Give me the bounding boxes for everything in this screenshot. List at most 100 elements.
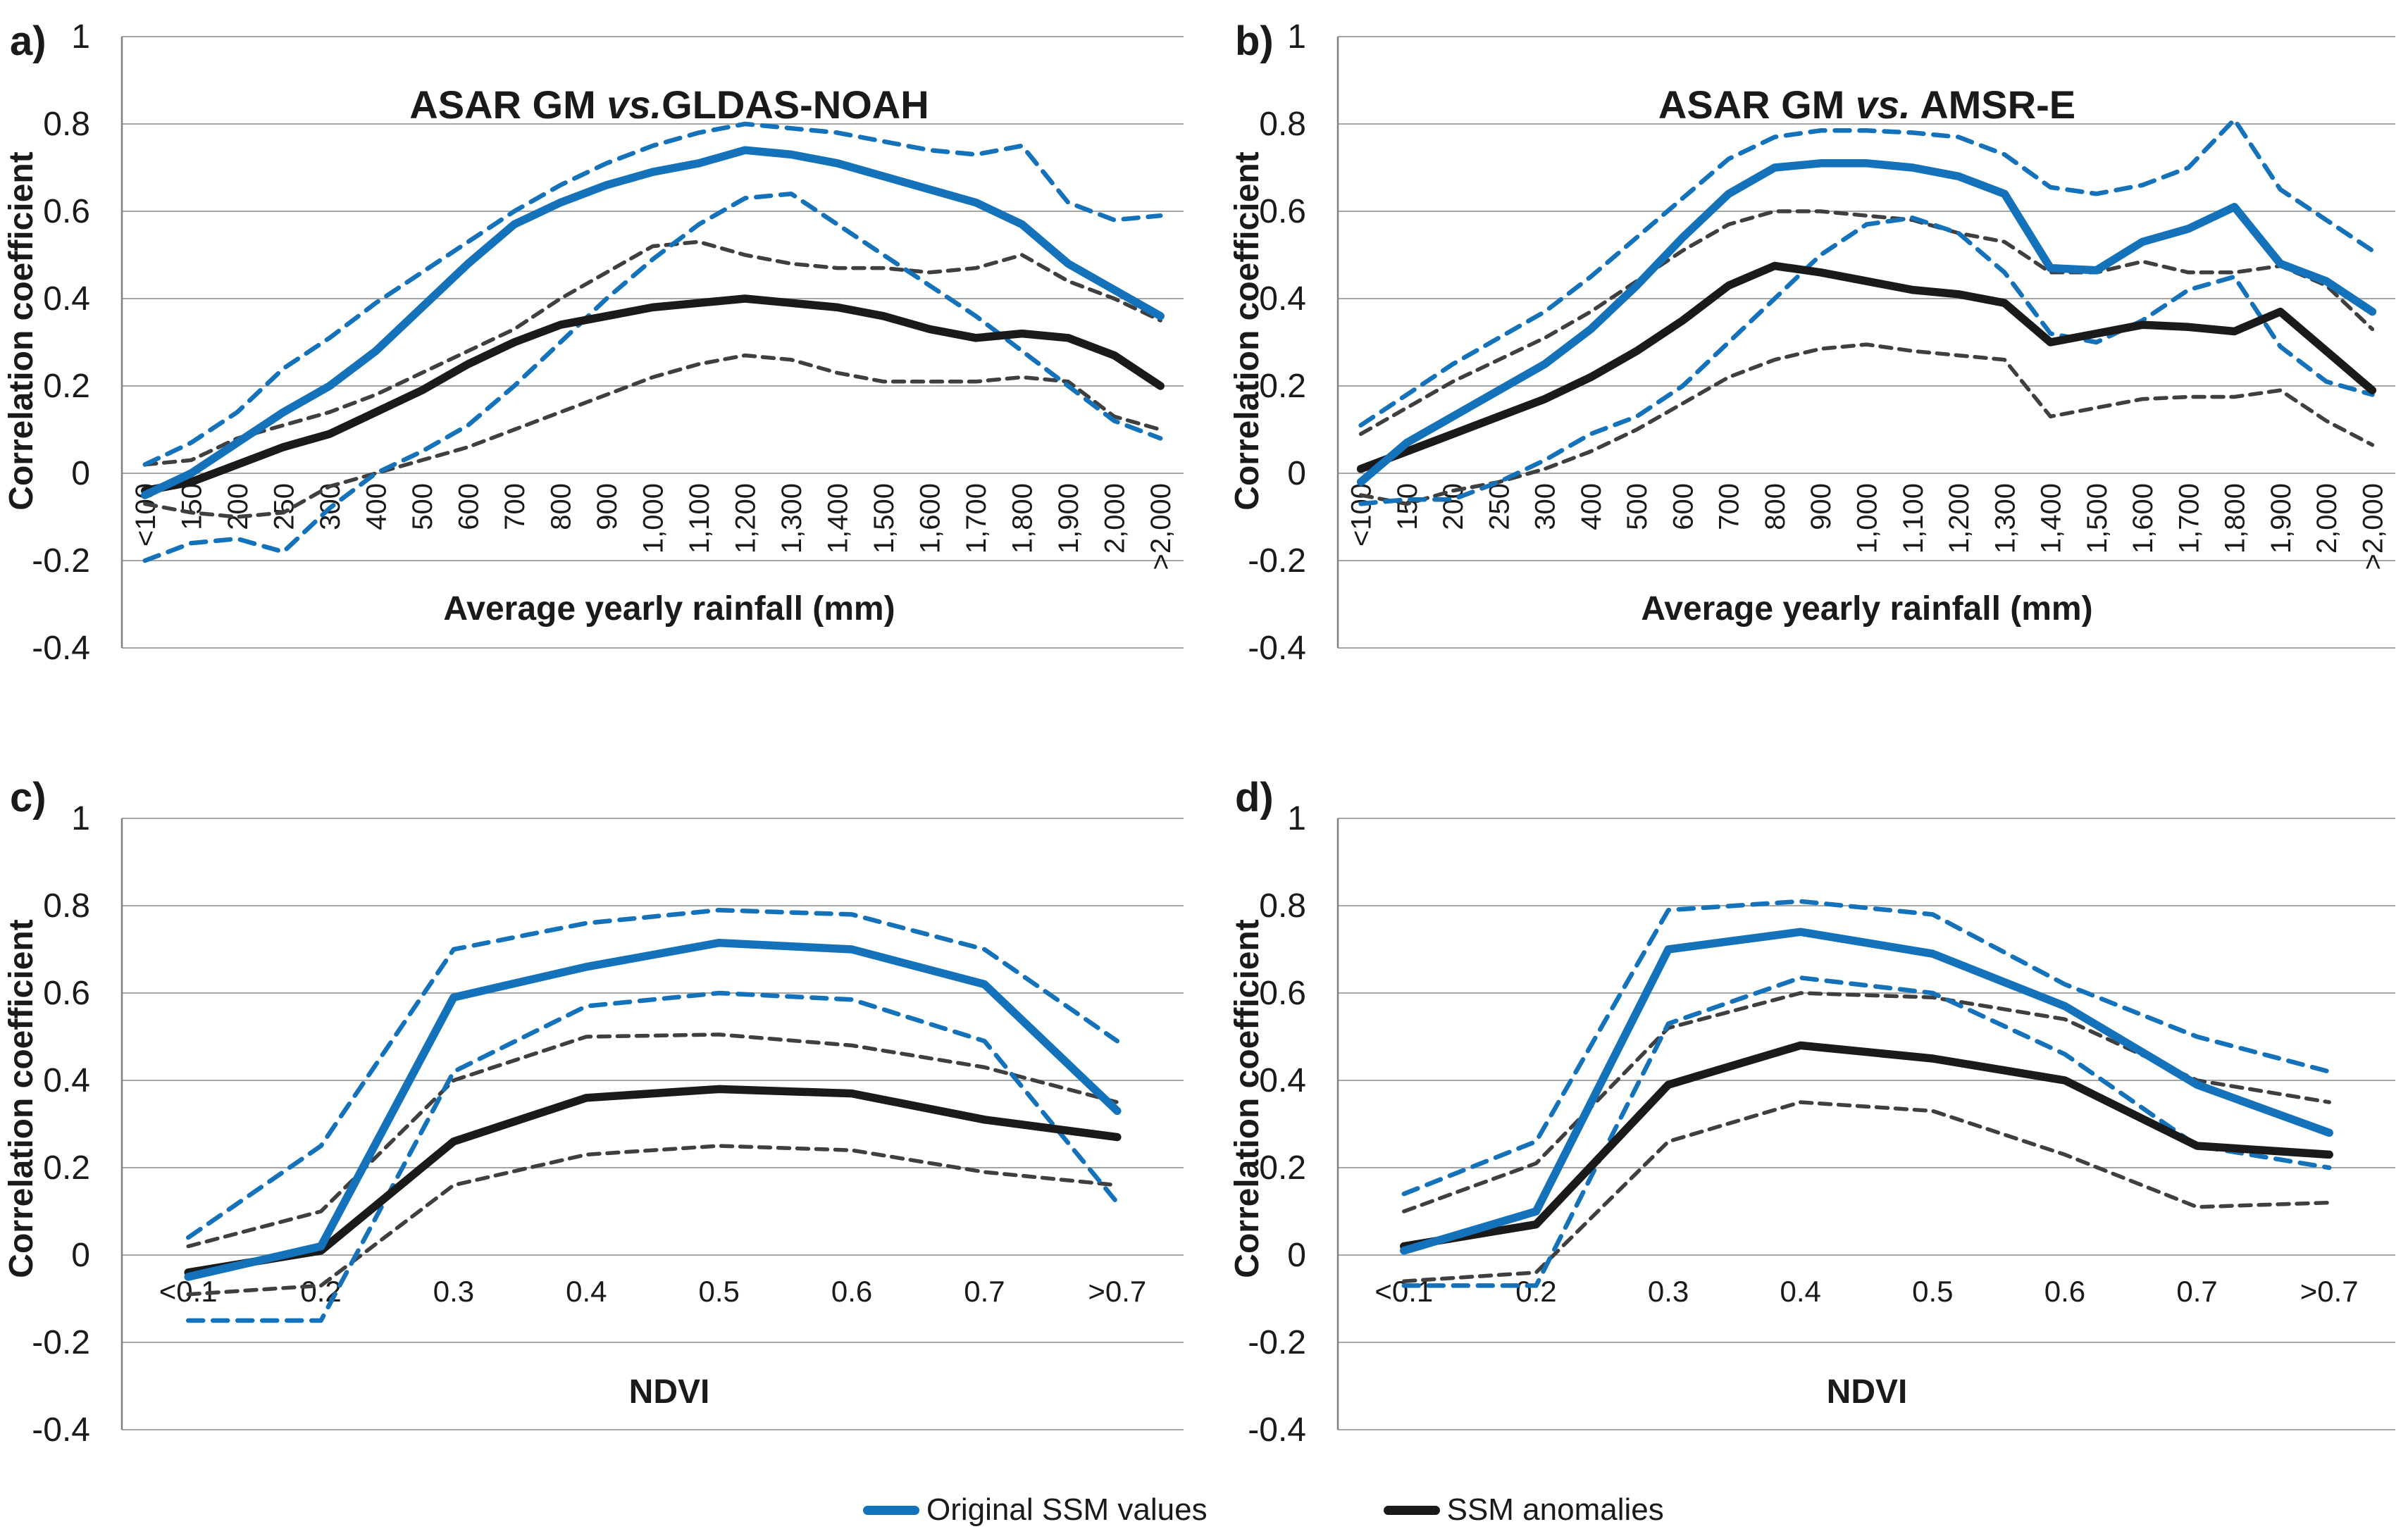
x-category-label: 600	[453, 483, 484, 530]
series-line-ssm-anomalies-lower-bound	[1358, 342, 2375, 506]
x-category-label: 1,200	[1944, 483, 1975, 554]
chart-title-part: vs.	[607, 82, 662, 127]
y-tick-label: 0	[1287, 1237, 1306, 1274]
chart-title-part: vs.	[1856, 82, 1911, 127]
x-category-label: 400	[361, 483, 392, 530]
x-category-label: 0.2	[1515, 1275, 1556, 1308]
y-tick-label: -0.2	[1248, 542, 1306, 580]
y-tick-label: 0.6	[43, 193, 90, 230]
series-line-original-ssm-values	[184, 938, 1122, 1281]
series-line-original-ssm-values-upper-bound	[1358, 117, 2375, 428]
chart-title: ASAR GM vs.GLDAS-NOAH	[409, 82, 929, 127]
y-tick-label: 0.8	[1259, 106, 1306, 143]
x-category-label: 1,500	[869, 483, 900, 554]
series-line-original-ssm-values-lower-bound	[185, 990, 1120, 1323]
x-category-label: 300	[1530, 483, 1561, 530]
x-category-label: >2,000	[2357, 483, 2388, 570]
x-category-label: <100	[1346, 483, 1377, 547]
legend-item-original-ssm: Original SSM values	[863, 1494, 1208, 1525]
y-tick-label: 0	[1287, 455, 1306, 492]
y-tick-label: 1	[1287, 18, 1306, 56]
x-category-label: >0.7	[2300, 1275, 2359, 1308]
x-category-label: 600	[1668, 483, 1699, 530]
x-category-label: 900	[592, 483, 623, 530]
series-line-original-ssm-values-lower-bound	[142, 191, 1163, 563]
x-category-label: 0.5	[1912, 1275, 1953, 1308]
x-category-label: 1,100	[684, 483, 715, 554]
y-tick-label: 0.2	[1259, 1149, 1306, 1187]
y-tick-label: 0.4	[43, 280, 90, 318]
chart-title-part: GLDAS-NOAH	[662, 82, 929, 127]
x-category-label: 0.6	[2044, 1275, 2085, 1308]
y-tick-label: 0.6	[1259, 975, 1306, 1012]
legend: Original SSM values SSM anomalies	[863, 1494, 1840, 1525]
x-category-label: 1,900	[1053, 483, 1084, 554]
x-category-label: 1,600	[2128, 483, 2159, 554]
x-category-label: 700	[1714, 483, 1745, 530]
series-line-original-ssm-values-upper-bound	[1401, 899, 2332, 1197]
original-ssm-line-swatch-icon	[863, 1505, 919, 1515]
y-tick-label: 0.6	[1259, 193, 1306, 230]
legend-label-ssm-anomalies: SSM anomalies	[1446, 1492, 1664, 1527]
x-axis-title: Average yearly rainfall (mm)	[1641, 590, 2092, 628]
ssm-anomalies-line-swatch-icon	[1383, 1505, 1440, 1515]
y-axis-title: Correlation coefficient	[3, 919, 40, 1278]
y-tick-label: 1	[1287, 800, 1306, 837]
y-tick-label: -0.2	[32, 1324, 90, 1361]
x-category-label: 1,300	[776, 483, 807, 554]
series-line-ssm-anomalies-lower-bound	[186, 1144, 1119, 1297]
x-category-label: >2,000	[1146, 483, 1177, 570]
y-tick-label: 0.8	[1259, 887, 1306, 925]
x-category-label: 1,700	[961, 483, 992, 554]
series-line-ssm-anomalies-lower-bound	[143, 353, 1162, 519]
y-tick-label: -0.2	[32, 542, 90, 580]
y-tick-label: 0.2	[43, 1149, 90, 1187]
x-category-label: 1,900	[2266, 483, 2297, 554]
x-category-label: 0.7	[2176, 1275, 2217, 1308]
series-line-ssm-anomalies	[184, 1085, 1122, 1277]
x-category-label: 1,400	[823, 483, 854, 554]
panel-c: 10.80.60.40.20-0.2-0.4<0.1 0.2 0.3 0.4 0.5 0.…	[3, 775, 1184, 1449]
x-category-label: 500	[1622, 483, 1653, 530]
legend-item-ssm-anomalies: SSM anomalies	[1383, 1492, 1664, 1527]
x-category-label: 1,400	[2036, 483, 2067, 554]
y-tick-label: -0.4	[32, 1411, 90, 1449]
x-category-label: 0.3	[433, 1275, 474, 1308]
panel-b: 10.80.60.40.20-0.2-0.4<100 150 200 250 300 40…	[1229, 18, 2395, 667]
x-category-label: 700	[499, 483, 530, 530]
y-tick-label: 1	[71, 800, 90, 837]
panel-letter: c)	[10, 775, 46, 820]
series-line-original-ssm-values	[1356, 159, 2377, 487]
x-category-label: 1,000	[638, 483, 669, 554]
chart-title-part: ASAR GM	[1658, 82, 1856, 127]
y-tick-label: -0.4	[1248, 1411, 1306, 1449]
x-category-label: 1,500	[2082, 483, 2113, 554]
x-category-label: 1,200	[731, 483, 762, 554]
y-tick-label: 0	[71, 1237, 90, 1274]
legend-label-original-ssm: Original SSM values	[926, 1492, 1208, 1527]
x-category-label: 800	[1760, 483, 1791, 530]
series-line-ssm-anomalies-upper-bound	[143, 239, 1162, 467]
y-tick-label: 0.8	[43, 887, 90, 925]
panel-d: 10.80.60.40.20-0.2-0.4<0.1 0.2 0.3 0.4 0.5 0.…	[1229, 775, 2395, 1449]
series-line-original-ssm-values-upper-bound	[185, 907, 1120, 1240]
x-category-label: >0.7	[1088, 1275, 1146, 1308]
x-category-label: 800	[545, 483, 576, 530]
series-line-ssm-anomalies-upper-bound	[1358, 209, 2375, 436]
series-line-ssm-anomalies-lower-bound	[1402, 1100, 2331, 1283]
x-category-label: 1,600	[915, 483, 946, 554]
y-tick-label: 0.2	[43, 368, 90, 405]
series-line-ssm-anomalies-upper-bound	[186, 1032, 1119, 1249]
x-category-label: 1,700	[2173, 483, 2204, 554]
chart-title: ASAR GM vs. AMSR-E	[1658, 82, 2075, 127]
x-category-label: 250	[1484, 483, 1515, 530]
series-line-ssm-anomalies	[1400, 1041, 2333, 1251]
panel-letter: a)	[10, 18, 46, 64]
y-axis-title: Correlation coefficient	[1229, 919, 1266, 1278]
x-category-label: 0.7	[964, 1275, 1005, 1308]
x-category-label: 0.3	[1648, 1275, 1689, 1308]
x-category-label: 0.4	[1780, 1275, 1820, 1308]
x-category-label: 500	[407, 483, 438, 530]
panel-letter: b)	[1235, 18, 1274, 64]
